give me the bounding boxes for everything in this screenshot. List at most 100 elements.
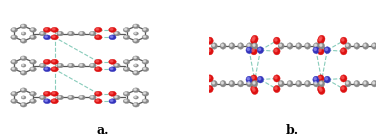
Circle shape — [95, 91, 102, 96]
Text: a.: a. — [97, 124, 109, 137]
Circle shape — [317, 37, 324, 44]
Circle shape — [115, 32, 117, 34]
Circle shape — [208, 76, 210, 79]
Circle shape — [51, 67, 59, 72]
Circle shape — [79, 31, 85, 36]
Circle shape — [40, 63, 46, 68]
Circle shape — [279, 44, 282, 46]
Circle shape — [346, 44, 348, 46]
Circle shape — [346, 82, 348, 84]
Circle shape — [325, 78, 328, 80]
Circle shape — [95, 59, 102, 64]
Circle shape — [345, 43, 351, 49]
Circle shape — [355, 82, 357, 84]
Circle shape — [258, 78, 261, 80]
Circle shape — [69, 96, 71, 98]
Circle shape — [30, 35, 36, 39]
Circle shape — [355, 44, 357, 46]
Circle shape — [247, 43, 252, 49]
Circle shape — [123, 99, 130, 103]
Circle shape — [22, 25, 24, 26]
Circle shape — [142, 60, 149, 64]
Circle shape — [57, 63, 63, 68]
Circle shape — [12, 60, 14, 62]
Circle shape — [52, 100, 55, 101]
Circle shape — [91, 64, 93, 66]
Circle shape — [252, 87, 258, 95]
Circle shape — [21, 64, 26, 67]
Circle shape — [31, 29, 33, 30]
Circle shape — [109, 27, 116, 32]
Circle shape — [252, 35, 258, 42]
Circle shape — [250, 48, 257, 55]
Circle shape — [373, 82, 375, 84]
Circle shape — [43, 59, 51, 64]
Circle shape — [253, 82, 255, 84]
Circle shape — [207, 85, 213, 93]
Circle shape — [135, 33, 136, 34]
Circle shape — [319, 80, 325, 87]
Circle shape — [320, 82, 322, 84]
Circle shape — [211, 43, 217, 49]
Circle shape — [51, 99, 59, 104]
Circle shape — [11, 60, 17, 64]
Circle shape — [91, 32, 93, 34]
Circle shape — [324, 47, 331, 54]
Circle shape — [123, 28, 130, 32]
Circle shape — [238, 80, 244, 87]
Circle shape — [296, 43, 302, 49]
Circle shape — [114, 95, 120, 100]
Circle shape — [96, 36, 99, 38]
Circle shape — [125, 36, 127, 37]
Circle shape — [239, 44, 241, 46]
Circle shape — [135, 96, 136, 98]
Circle shape — [22, 71, 24, 73]
Circle shape — [364, 82, 366, 84]
Circle shape — [229, 43, 235, 49]
Circle shape — [212, 82, 215, 84]
Circle shape — [51, 27, 59, 32]
Circle shape — [252, 87, 254, 89]
Circle shape — [12, 29, 14, 30]
Circle shape — [314, 43, 319, 49]
Circle shape — [325, 48, 328, 51]
Circle shape — [252, 49, 254, 52]
Circle shape — [207, 75, 213, 82]
Circle shape — [134, 96, 138, 99]
Circle shape — [208, 39, 210, 41]
Circle shape — [41, 96, 43, 98]
Circle shape — [133, 71, 139, 75]
Circle shape — [247, 80, 252, 87]
Circle shape — [110, 100, 113, 101]
Circle shape — [207, 48, 213, 55]
Circle shape — [20, 71, 27, 75]
Circle shape — [40, 95, 46, 100]
Circle shape — [57, 95, 63, 100]
Circle shape — [45, 92, 48, 94]
Circle shape — [364, 44, 366, 46]
Circle shape — [220, 80, 226, 87]
Circle shape — [51, 35, 59, 40]
Circle shape — [43, 27, 51, 32]
Circle shape — [314, 80, 319, 87]
Circle shape — [279, 82, 282, 84]
Circle shape — [95, 99, 102, 104]
Circle shape — [342, 87, 344, 89]
Circle shape — [246, 47, 252, 54]
Circle shape — [354, 43, 360, 49]
Circle shape — [31, 36, 33, 37]
Circle shape — [143, 36, 146, 37]
Circle shape — [143, 60, 146, 62]
Circle shape — [320, 89, 322, 91]
Circle shape — [30, 60, 36, 64]
Circle shape — [51, 91, 59, 96]
Circle shape — [109, 67, 116, 72]
Circle shape — [275, 49, 277, 52]
Circle shape — [22, 89, 24, 90]
Circle shape — [133, 39, 139, 43]
Circle shape — [320, 44, 322, 46]
Circle shape — [212, 44, 215, 46]
Circle shape — [135, 65, 136, 66]
Circle shape — [274, 75, 280, 82]
Circle shape — [274, 37, 280, 44]
